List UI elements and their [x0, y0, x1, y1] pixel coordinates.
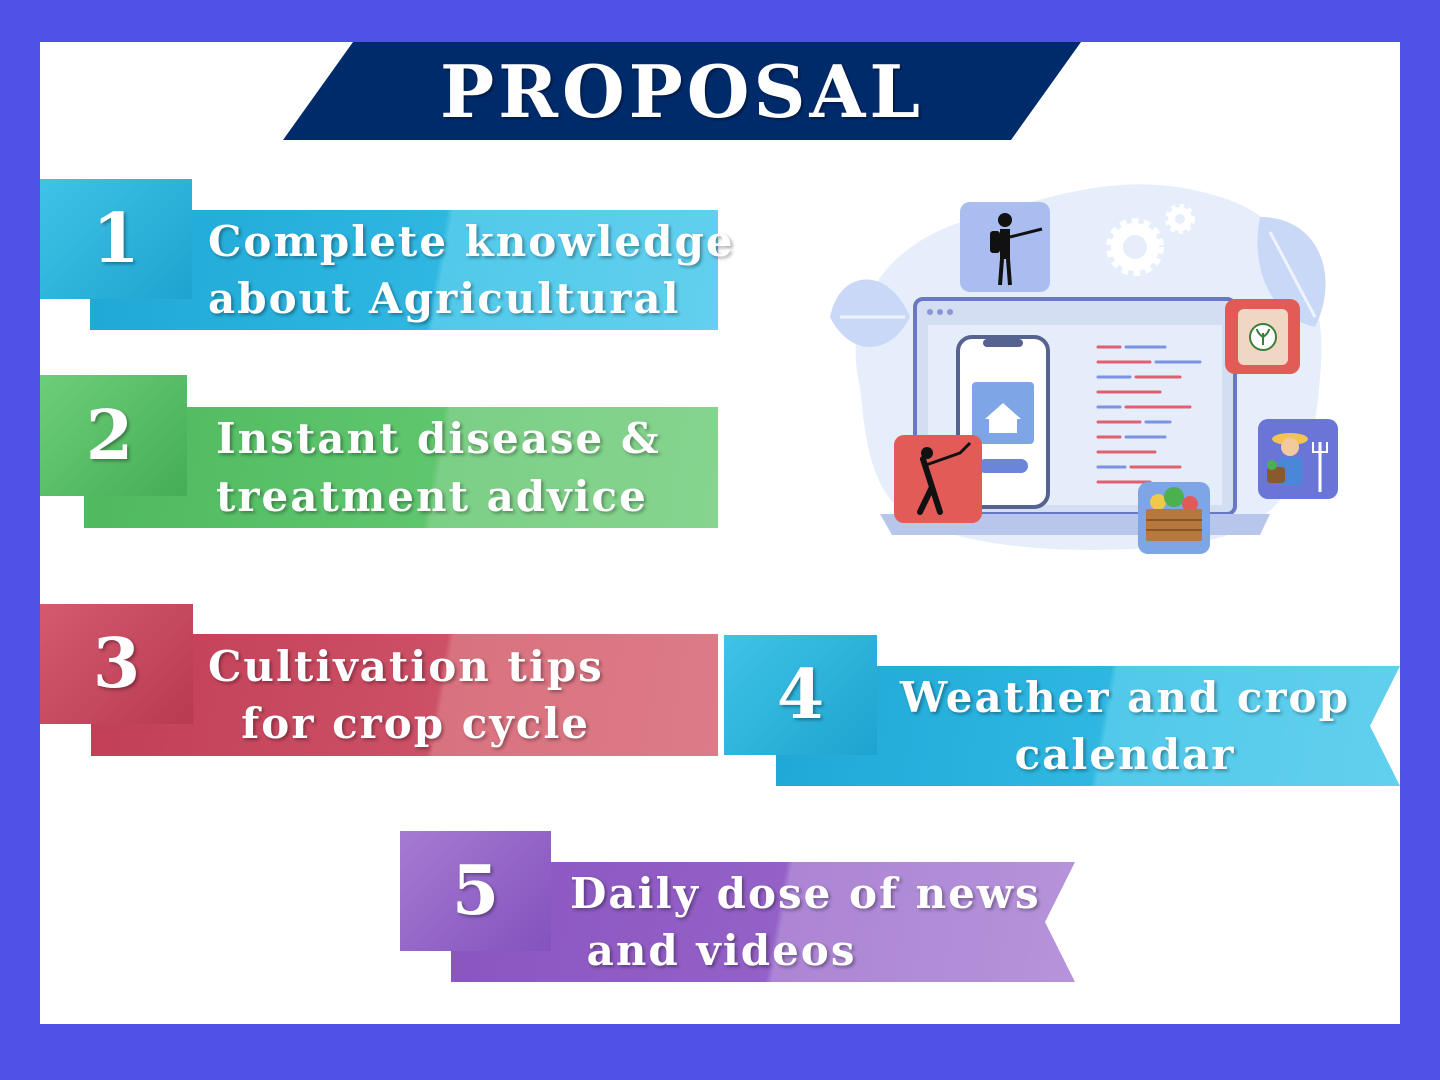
leaf-left-icon: [830, 279, 910, 347]
item-5-text: Daily dose of news and videos: [570, 862, 1040, 982]
ribbon-5: [451, 862, 1075, 982]
item-2-line2: treatment advice: [216, 471, 648, 521]
item-5-line2: and videos: [570, 926, 857, 975]
item-1-line2: about Agricultural: [208, 274, 681, 323]
item-2-line1: Instant disease &: [216, 414, 661, 464]
ribbon-1: [90, 210, 718, 330]
slide: PROPOSAL 1 Complete knowledge about Agri…: [40, 42, 1400, 1024]
number-tab-2: 2: [40, 375, 187, 496]
item-5-line1: Daily dose of news: [570, 868, 1041, 918]
farmer-icon: [1258, 419, 1338, 499]
item-2-text: Instant disease & treatment advice: [216, 407, 706, 528]
seed-bag-icon: [1225, 299, 1300, 374]
item-3-text: Cultivation tips for crop cycle: [208, 634, 688, 756]
number-tab-5: 5: [400, 831, 551, 951]
item-3-line2: for crop cycle: [208, 699, 591, 748]
item-1-text: Complete knowledge about Agricultural: [208, 210, 735, 330]
agri-app-illustration: [830, 184, 1338, 554]
sprayer-icon: [960, 202, 1050, 292]
title-banner: [283, 42, 1081, 140]
item-1-line1: Complete knowledge: [208, 216, 735, 266]
ribbon-2: [84, 407, 718, 528]
number-tab-1: 1: [40, 179, 192, 299]
code-lines: [1096, 345, 1202, 484]
item-3-line1: Cultivation tips: [208, 641, 604, 691]
item-4-text: Weather and crop calendar: [890, 666, 1360, 786]
page-title: PROPOSAL: [439, 48, 925, 134]
gear-icon: [1106, 204, 1195, 276]
number-tab-4: 4: [724, 635, 877, 755]
ribbon-4: [776, 666, 1400, 786]
item-4-line2: calendar: [1014, 730, 1236, 779]
number-tab-3: 3: [40, 604, 193, 724]
item-4-line1: Weather and crop: [900, 672, 1350, 722]
harvester-icon: [894, 435, 982, 523]
ribbon-3: [91, 634, 718, 756]
fruit-crate-icon: [1138, 482, 1210, 554]
